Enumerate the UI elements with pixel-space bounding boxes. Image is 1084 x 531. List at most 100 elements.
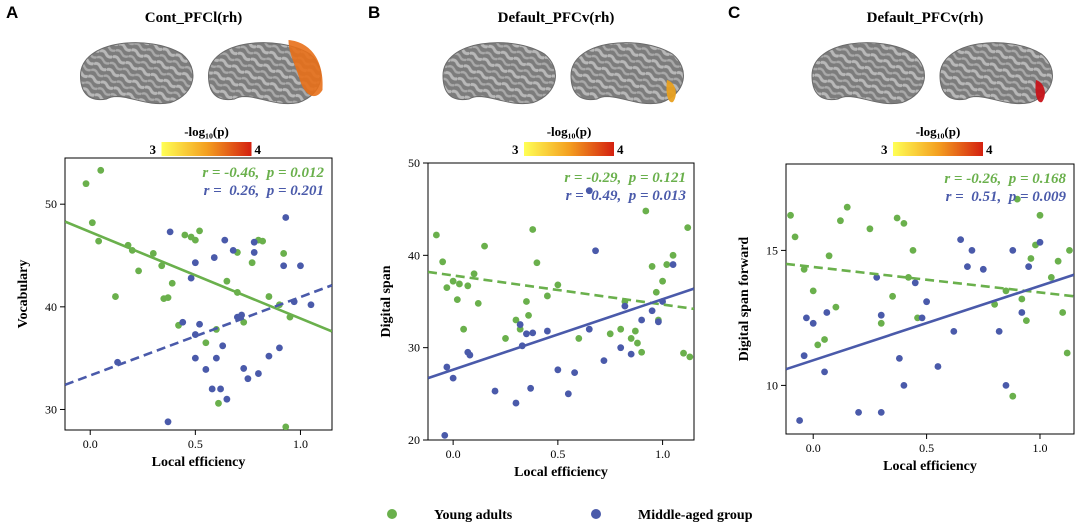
data-point: [307, 301, 315, 309]
data-point: [527, 384, 535, 392]
y-axis-label: Digital span forward: [737, 237, 752, 362]
data-point: [554, 366, 562, 374]
x-axis-label: Local efficiency: [883, 459, 977, 474]
data-point: [821, 336, 828, 343]
y-tick-label: 30: [45, 402, 57, 416]
data-point: [168, 279, 176, 287]
x-axis-label: Local efficiency: [152, 455, 246, 470]
data-point: [82, 180, 90, 188]
data-point: [280, 250, 288, 257]
data-point: [1036, 238, 1044, 246]
data-point: [223, 395, 231, 403]
data-point: [823, 309, 831, 316]
data-point: [240, 318, 248, 326]
x-tick-label: 0.0: [806, 441, 821, 455]
data-point: [957, 236, 965, 244]
data-point: [809, 287, 817, 295]
data-point: [663, 261, 671, 268]
data-point: [787, 211, 794, 219]
data-point: [280, 262, 288, 270]
data-point: [158, 262, 166, 270]
data-point: [449, 277, 457, 285]
y-tick-label: 30: [408, 341, 420, 355]
data-point: [634, 339, 641, 347]
data-point: [1013, 195, 1021, 203]
data-point: [250, 238, 258, 246]
panel-letter: B: [368, 3, 380, 22]
data-point: [265, 293, 273, 300]
brain-medial-view: [79, 42, 194, 105]
data-point: [642, 207, 650, 215]
data-point: [191, 236, 199, 244]
data-point: [259, 237, 267, 245]
data-point: [164, 418, 172, 426]
panel-title: Cont_PFCl(rh): [145, 10, 243, 26]
data-point: [1025, 263, 1033, 270]
data-point: [821, 368, 828, 376]
data-point: [1047, 274, 1055, 281]
data-point: [900, 220, 908, 227]
data-point: [686, 353, 694, 361]
panel-title: Default_PFCv(rh): [867, 10, 984, 26]
x-tick-label: 0.5: [550, 447, 565, 461]
data-point: [1009, 247, 1017, 254]
data-point: [877, 409, 885, 416]
data-point: [669, 261, 677, 268]
data-point: [638, 316, 646, 324]
data-point: [877, 319, 885, 327]
data-point: [855, 409, 862, 416]
fit-line-middle-aged: [786, 273, 1074, 371]
data-point: [282, 214, 290, 221]
data-point: [814, 341, 822, 349]
data-point: [1063, 349, 1071, 357]
data-point: [873, 274, 881, 281]
y-tick-label: 50: [45, 197, 57, 211]
panel-letter: C: [728, 3, 740, 22]
data-point: [585, 325, 593, 333]
data-point: [474, 299, 482, 307]
data-point: [979, 265, 987, 273]
colorbar: -log₁₀(p) 3 4: [150, 124, 262, 157]
data-point: [449, 374, 457, 382]
x-tick-label: 1.0: [655, 447, 670, 461]
data-point: [529, 226, 537, 233]
data-point: [481, 242, 488, 250]
colorbar-gradient: [893, 142, 983, 156]
data-point: [1002, 287, 1010, 295]
data-point: [796, 417, 804, 424]
data-point: [1009, 392, 1017, 400]
data-point: [895, 355, 903, 362]
stat-middle-aged: r = 0.26, p = 0.201: [204, 183, 324, 199]
data-point: [669, 251, 677, 259]
data-point: [248, 259, 256, 267]
data-point: [523, 330, 530, 338]
data-point: [648, 263, 656, 270]
data-point: [564, 390, 572, 398]
data-point: [918, 314, 926, 322]
data-point: [443, 284, 451, 292]
data-point: [191, 259, 199, 267]
activation-region: [1035, 80, 1045, 103]
data-point: [909, 247, 917, 254]
colorbar-gradient: [161, 142, 252, 156]
data-point: [911, 279, 919, 287]
x-tick-label: 0.0: [446, 447, 461, 461]
data-point: [648, 307, 656, 315]
colorbar-max: 4: [986, 142, 993, 157]
data-point: [97, 166, 105, 174]
data-point: [223, 277, 231, 285]
colorbar-label: -log₁₀(p): [916, 124, 961, 139]
data-point: [470, 270, 478, 278]
data-point: [221, 236, 229, 244]
data-point: [523, 298, 530, 305]
stat-middle-aged: r = 0.51, p = 0.009: [946, 189, 1067, 205]
data-point: [1022, 317, 1030, 324]
y-tick-label: 10: [766, 378, 778, 392]
data-point: [196, 320, 203, 328]
data-point: [1002, 382, 1010, 389]
series-middle-aged: [441, 187, 677, 439]
data-point: [1018, 295, 1026, 303]
brain-lateral-view: [570, 42, 684, 105]
data-point: [210, 254, 218, 261]
